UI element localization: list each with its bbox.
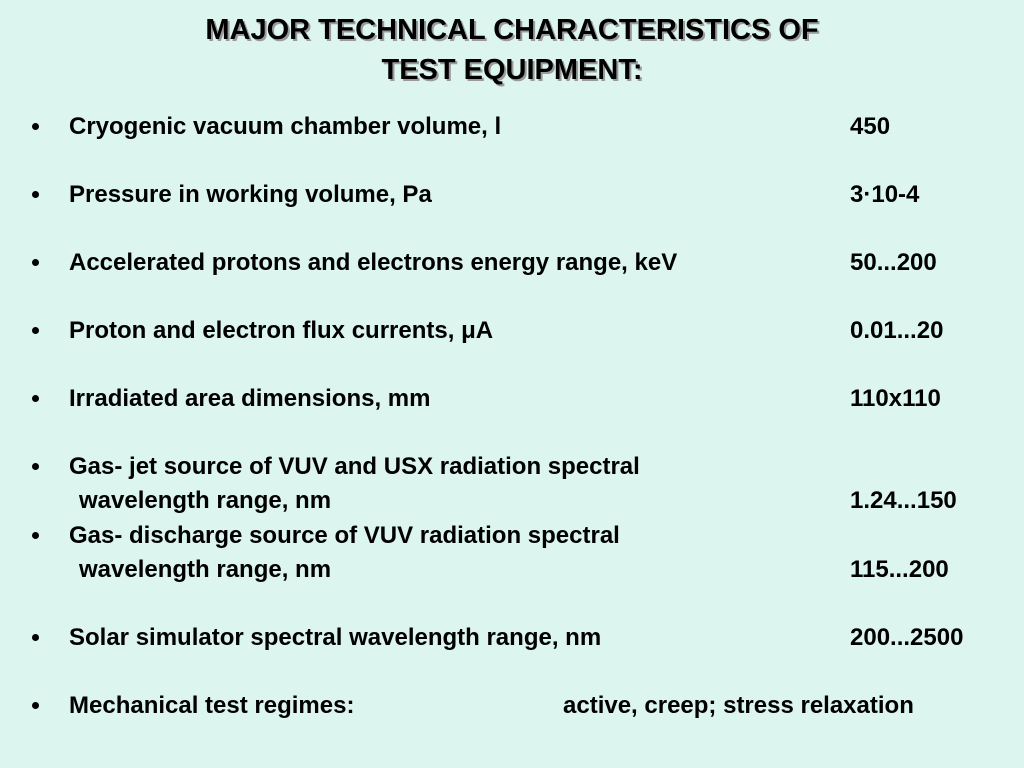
bullet (32, 191, 39, 198)
bullet (32, 532, 39, 539)
title-line: MAJOR TECHNICAL CHARACTERISTICS OF (205, 14, 819, 46)
item-label: wavelength range, nm (79, 556, 332, 583)
item-label: Accelerated protons and electrons energy… (69, 249, 678, 276)
item-label: Gas- jet source of VUV and USX radiation… (69, 453, 640, 480)
item-label: Pressure in working volume, Pa (69, 181, 432, 208)
bullet (32, 395, 39, 402)
item-value: 450 (850, 113, 891, 140)
item-label: Cryogenic vacuum chamber volume, l (69, 113, 502, 140)
item-value: 50...200 (850, 249, 937, 276)
item-value: 200...2500 (850, 624, 964, 651)
bullet (32, 634, 39, 641)
item-label: Solar simulator spectral wavelength rang… (69, 624, 602, 651)
item-value: 0.01...20 (850, 317, 944, 344)
item-label: wavelength range, nm (79, 487, 332, 514)
item-value: 110x110 (850, 385, 941, 412)
item-value: 3·10-4 (850, 181, 920, 208)
bullet (32, 327, 39, 334)
bullet (32, 123, 39, 130)
item-label: Mechanical test regimes: (69, 692, 355, 719)
item-label: Proton and electron flux currents, μA (69, 317, 494, 344)
item-label: Irradiated area dimensions, mm (69, 385, 431, 412)
bullet (32, 259, 39, 266)
title-line: TEST EQUIPMENT: (381, 54, 643, 86)
item-value: 1.24...150 (850, 487, 957, 514)
bullet (32, 702, 39, 709)
bullet (32, 463, 39, 470)
item-value: 115...200 (850, 556, 949, 583)
item-label: Gas- discharge source of VUV radiation s… (69, 522, 620, 549)
item-value: active, creep; stress relaxation (563, 692, 914, 719)
